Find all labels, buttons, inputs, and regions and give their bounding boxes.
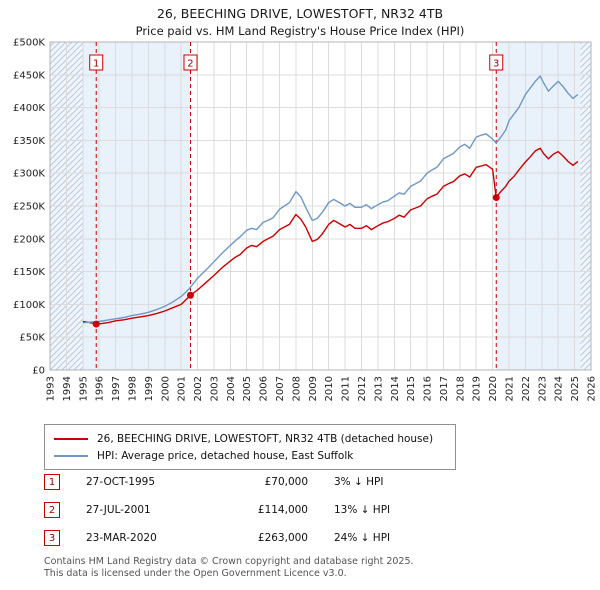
sale-flag-number: 3 bbox=[493, 59, 499, 70]
sale-date-1: 27-OCT-1995 bbox=[86, 476, 155, 488]
sale-row-1: 1 27-OCT-1995 £70,000 3% ↓ HPI bbox=[44, 474, 390, 490]
sale-point bbox=[186, 291, 194, 299]
x-tick-label: 2005 bbox=[242, 376, 253, 401]
x-tick-label: 1999 bbox=[144, 376, 155, 401]
y-tick-label: £450K bbox=[13, 70, 45, 81]
y-tick-label: £400K bbox=[13, 103, 45, 114]
y-tick-label: £50K bbox=[19, 333, 45, 344]
y-tick-label: £150K bbox=[13, 267, 45, 278]
sale-marker-3: 3 bbox=[44, 530, 60, 546]
sale-marker-1: 1 bbox=[44, 474, 60, 490]
legend-item-property: 26, BEECHING DRIVE, LOWESTOFT, NR32 4TB … bbox=[54, 430, 446, 447]
sale-point bbox=[492, 193, 500, 201]
sale-hpi-3: 24% ↓ HPI bbox=[334, 532, 391, 544]
x-tick-label: 2001 bbox=[177, 376, 188, 401]
x-tick-label: 2009 bbox=[308, 376, 319, 401]
price-chart: 1 2 3 £0 £50K £100K £150K £200K £250K £300K £350K £… bbox=[13, 38, 598, 402]
x-tick-label: 1993 bbox=[46, 376, 57, 401]
x-tick-label: 1998 bbox=[127, 376, 138, 401]
x-tick-label: 2022 bbox=[521, 376, 532, 401]
sale-hpi-1: 3% ↓ HPI bbox=[334, 476, 384, 488]
y-tick-label: £200K bbox=[13, 234, 45, 245]
x-tick-label: 1997 bbox=[111, 376, 122, 401]
y-tick-label: £300K bbox=[13, 169, 45, 180]
footer-line-2: This data is licensed under the Open Gov… bbox=[44, 568, 347, 580]
x-tick-label: 2021 bbox=[505, 376, 516, 401]
sale-price-1: £70,000 bbox=[264, 476, 308, 488]
sale-price-3: £263,000 bbox=[257, 532, 308, 544]
sale-hpi-2: 13% ↓ HPI bbox=[334, 504, 391, 516]
x-tick-label: 2007 bbox=[275, 376, 286, 401]
x-tick-label: 2015 bbox=[406, 376, 417, 401]
page-subtitle: Price paid vs. HM Land Registry's House … bbox=[135, 24, 465, 38]
license-footer: Contains HM Land Registry data © Crown c… bbox=[44, 556, 414, 581]
x-tick-label: 2011 bbox=[341, 376, 352, 401]
sale-flag bbox=[489, 54, 504, 71]
legend-item-hpi: HPI: Average price, detached house, East… bbox=[54, 447, 446, 464]
page-title: 26, BEECHING DRIVE, LOWESTOFT, NR32 4TB bbox=[156, 6, 444, 21]
blue-line-swatch bbox=[54, 454, 88, 457]
y-tick-label: £250K bbox=[13, 202, 45, 213]
sales-table: 1 27-OCT-1995 £70,000 3% ↓ HPI 2 27-JUL-… bbox=[44, 474, 390, 558]
x-tick-label: 2025 bbox=[570, 376, 581, 401]
sale-date-2: 27-JUL-2001 bbox=[86, 504, 151, 516]
y-tick-label: £100K bbox=[13, 300, 45, 311]
chart-legend: 26, BEECHING DRIVE, LOWESTOFT, NR32 4TB … bbox=[44, 424, 456, 470]
x-tick-label: 2024 bbox=[554, 376, 565, 401]
x-tick-label: 2013 bbox=[373, 376, 384, 401]
x-tick-label: 2018 bbox=[455, 376, 466, 401]
x-tick-label: 2016 bbox=[423, 376, 434, 401]
legend-label-hpi: HPI: Average price, detached house, East… bbox=[97, 449, 354, 462]
x-tick-label: 2006 bbox=[259, 376, 270, 401]
x-tick-label: 2014 bbox=[390, 376, 401, 401]
x-tick-label: 2004 bbox=[226, 376, 237, 401]
x-tick-label: 1994 bbox=[62, 376, 73, 401]
sale-price-2: £114,000 bbox=[257, 504, 308, 516]
y-tick-label: £350K bbox=[13, 136, 45, 147]
hpi-series-line bbox=[82, 75, 579, 324]
sale-marker-2: 2 bbox=[44, 502, 60, 518]
footer-line-1: Contains HM Land Registry data © Crown c… bbox=[44, 556, 414, 567]
x-tick-label: 2026 bbox=[587, 376, 598, 401]
sale-flag bbox=[89, 54, 104, 71]
x-tick-label: 2000 bbox=[160, 376, 171, 401]
sale-point bbox=[92, 320, 100, 328]
x-tick-label: 2010 bbox=[324, 376, 335, 401]
sale-row-3: 3 23-MAR-2020 £263,000 24% ↓ HPI bbox=[44, 530, 390, 546]
x-tick-label: 2002 bbox=[193, 376, 204, 401]
x-tick-label: 1996 bbox=[95, 376, 106, 401]
x-tick-label: 2003 bbox=[209, 376, 220, 401]
y-tick-label: £500K bbox=[13, 38, 45, 49]
x-tick-label: 2012 bbox=[357, 376, 368, 401]
plot-frame bbox=[49, 41, 592, 371]
x-tick-label: 2017 bbox=[439, 376, 450, 401]
red-line-swatch bbox=[54, 437, 88, 440]
sale-flag-number: 1 bbox=[93, 59, 99, 70]
legend-label-property: 26, BEECHING DRIVE, LOWESTOFT, NR32 4TB … bbox=[97, 432, 434, 445]
sale-row-2: 2 27-JUL-2001 £114,000 13% ↓ HPI bbox=[44, 502, 390, 518]
x-tick-label: 2020 bbox=[488, 376, 499, 401]
x-tick-label: 2023 bbox=[537, 376, 548, 401]
y-tick-label: £0 bbox=[32, 366, 45, 377]
x-tick-label: 1995 bbox=[78, 376, 89, 401]
x-tick-label: 2008 bbox=[291, 376, 302, 401]
x-tick-label: 2019 bbox=[472, 376, 483, 401]
sale-flag bbox=[183, 54, 198, 71]
sale-flag-number: 2 bbox=[187, 59, 193, 70]
sale-date-3: 23-MAR-2020 bbox=[86, 532, 157, 544]
